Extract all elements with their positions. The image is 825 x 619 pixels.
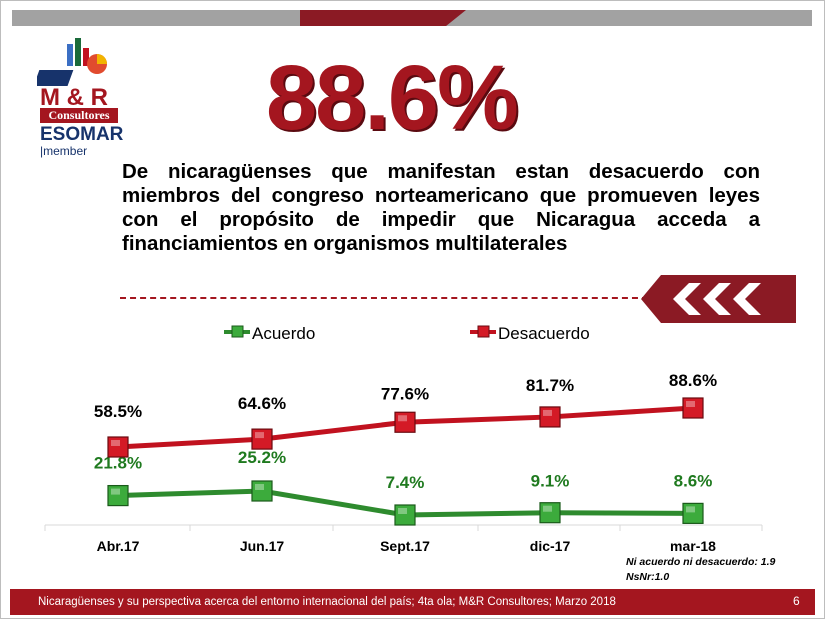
data-point-highlight bbox=[543, 505, 552, 512]
headline-percentage: 88.6% bbox=[266, 47, 519, 149]
data-point-highlight bbox=[255, 432, 264, 439]
data-point-highlight bbox=[543, 409, 552, 416]
data-point-highlight bbox=[398, 415, 407, 422]
chevrons-icon bbox=[641, 275, 796, 323]
series-group: 21.8% 25.2% 7.4% 9.1% 8.6% 58.5% 64.6% 77.6% 81.… bbox=[94, 371, 717, 526]
logo-esomar: ESOMAR bbox=[40, 124, 124, 145]
data-point-desacuerdo bbox=[682, 397, 704, 419]
legend: Acuerdo Desacuerdo bbox=[224, 324, 590, 343]
data-point-highlight bbox=[111, 488, 120, 495]
footer-text: Nicaragüenses y su perspectiva acerca de… bbox=[38, 596, 616, 608]
data-label-acuerdo: 9.1% bbox=[531, 472, 570, 491]
data-label-acuerdo: 7.4% bbox=[386, 473, 425, 492]
x-tick-label: dic-17 bbox=[530, 538, 571, 554]
legend-item-acuerdo: Acuerdo bbox=[224, 324, 315, 343]
logo-member: |member bbox=[40, 144, 88, 158]
data-point-highlight bbox=[111, 440, 120, 446]
x-tick-label: Jun.17 bbox=[240, 538, 285, 554]
data-point-acuerdo bbox=[394, 504, 416, 526]
data-point-acuerdo bbox=[107, 484, 129, 507]
x-tick-label: Sept.17 bbox=[380, 538, 430, 554]
data-point-desacuerdo bbox=[394, 411, 416, 433]
data-point-highlight bbox=[255, 484, 264, 490]
data-point-desacuerdo bbox=[251, 428, 273, 450]
data-label-desacuerdo: 88.6% bbox=[669, 371, 717, 390]
data-label-desacuerdo: 64.6% bbox=[238, 394, 286, 413]
data-label-acuerdo: 25.2% bbox=[238, 448, 286, 467]
dashed-divider bbox=[120, 297, 648, 299]
data-point-acuerdo bbox=[251, 480, 273, 502]
data-label-desacuerdo: 77.6% bbox=[381, 384, 429, 403]
x-tick-label: mar-18 bbox=[670, 538, 716, 554]
data-point-desacuerdo bbox=[107, 436, 129, 458]
x-tick-label: Abr.17 bbox=[97, 538, 140, 554]
footer-bar bbox=[10, 589, 815, 615]
note-nsnr: NsNr:1.0 bbox=[626, 571, 670, 583]
legend-label-acuerdo: Acuerdo bbox=[252, 324, 315, 343]
logo-sub: Consultores bbox=[40, 108, 118, 123]
data-label-desacuerdo: 58.5% bbox=[94, 402, 142, 421]
data-label-acuerdo: 21.8% bbox=[94, 454, 142, 473]
data-point-acuerdo bbox=[539, 502, 561, 524]
data-point-highlight bbox=[686, 506, 695, 513]
page-number: 6 bbox=[793, 594, 800, 608]
description-text: De nicaragüenses que manifestan estan de… bbox=[122, 160, 760, 255]
legend-label-desacuerdo: Desacuerdo bbox=[498, 324, 590, 343]
note-neither: Ni acuerdo ni desacuerdo: 1.9 bbox=[626, 556, 776, 568]
data-label-desacuerdo: 81.7% bbox=[526, 376, 574, 395]
data-label-acuerdo: 8.6% bbox=[674, 471, 713, 490]
data-point-highlight bbox=[398, 508, 407, 514]
data-point-acuerdo bbox=[682, 502, 704, 524]
top-band-accent bbox=[300, 10, 466, 26]
mr-logo-graphic bbox=[37, 38, 107, 86]
x-axis-ticks bbox=[44, 525, 763, 531]
x-axis-tick-labels: Abr.17 Jun.17 Sept.17 dic-17 mar-18 bbox=[97, 538, 717, 554]
data-point-highlight bbox=[686, 401, 695, 407]
logo-brand: M & R bbox=[40, 84, 108, 111]
legend-item-desacuerdo: Desacuerdo bbox=[470, 324, 590, 343]
data-point-desacuerdo bbox=[539, 406, 561, 428]
